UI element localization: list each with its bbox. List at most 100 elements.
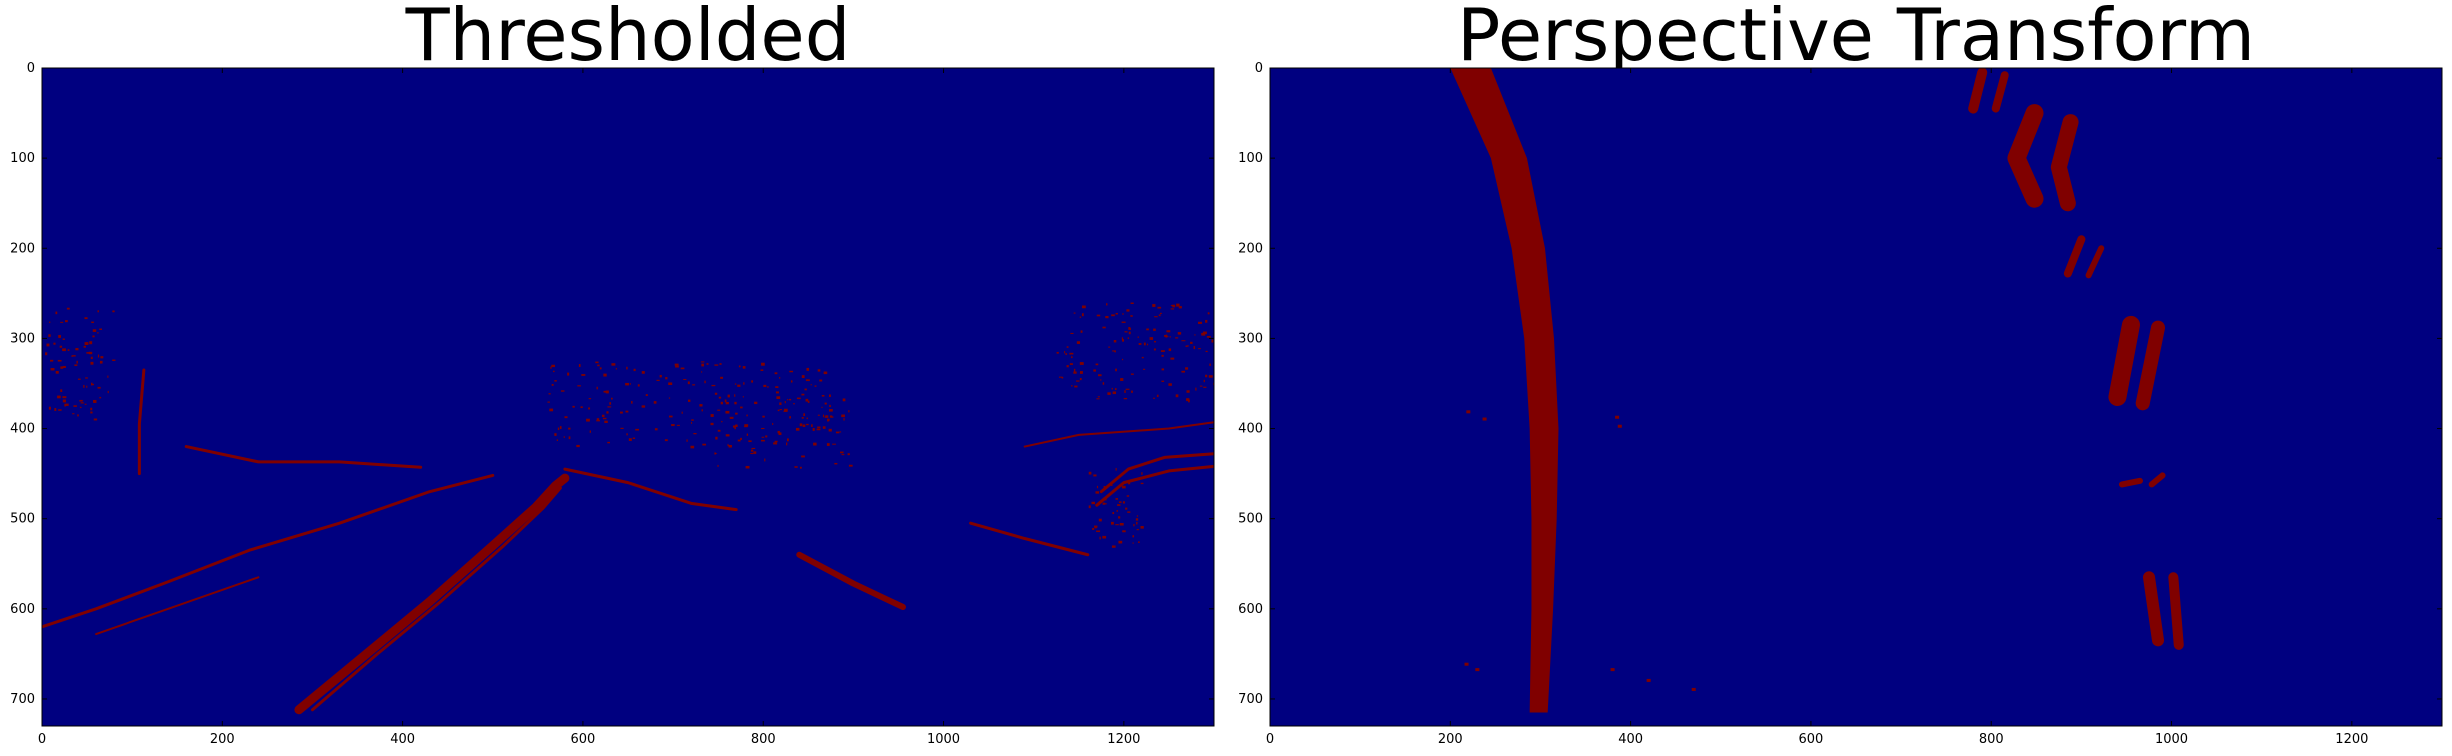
- speck: [1112, 512, 1115, 515]
- speck: [691, 419, 694, 421]
- speck: [72, 355, 76, 357]
- speck: [1159, 312, 1162, 315]
- speck: [60, 366, 64, 369]
- axes-frame: [41, 67, 1215, 727]
- speck: [50, 359, 54, 362]
- speck: [1128, 331, 1131, 335]
- speck: [1104, 503, 1107, 505]
- speck: [1175, 394, 1179, 398]
- speck: [1100, 379, 1102, 381]
- speck: [843, 417, 845, 421]
- x-tick-label: 1000: [2155, 732, 2188, 747]
- speck: [1209, 363, 1211, 366]
- speck: [727, 443, 729, 447]
- speck: [671, 424, 675, 427]
- right-dash-c: [2007, 104, 2044, 208]
- speck: [1112, 391, 1117, 395]
- speck: [848, 464, 853, 467]
- y-tick-label: 200: [10, 241, 35, 256]
- speck: [1102, 497, 1107, 501]
- x-tick-label: 200: [1438, 732, 1463, 747]
- speck: [1111, 387, 1113, 390]
- speck: [1130, 373, 1134, 375]
- speck: [773, 442, 778, 445]
- x-tick-label: 400: [1618, 732, 1643, 747]
- speck: [821, 395, 825, 397]
- speck: [824, 416, 828, 418]
- right-dash-g: [2108, 315, 2140, 406]
- speck: [806, 367, 810, 371]
- speck: [742, 396, 744, 398]
- speck: [1154, 340, 1156, 343]
- speck: [1118, 540, 1123, 544]
- speck: [577, 385, 581, 387]
- speck: [1120, 378, 1124, 381]
- car-arc-2: [1095, 464, 1214, 507]
- speck: [735, 424, 738, 427]
- y-tick-label: 100: [10, 151, 35, 166]
- speck: [92, 335, 95, 338]
- right-dash: [796, 551, 906, 611]
- speck: [714, 392, 718, 395]
- x-tick-label: 600: [1799, 732, 1824, 747]
- speck: [48, 334, 51, 337]
- speck: [783, 410, 788, 412]
- speck: [788, 398, 792, 401]
- speck: [779, 409, 782, 411]
- speck: [1123, 397, 1128, 400]
- speck: [84, 403, 87, 405]
- speck: [1061, 377, 1064, 379]
- speck: [848, 410, 850, 413]
- speck: [1164, 334, 1167, 337]
- speck: [737, 384, 741, 387]
- chart-title: Perspective Transform: [1457, 0, 2255, 77]
- speck: [1161, 380, 1165, 382]
- speck: [549, 408, 554, 412]
- speck: [1066, 346, 1069, 348]
- speck: [1187, 345, 1189, 347]
- speck: [822, 414, 825, 418]
- speck: [822, 426, 826, 429]
- speck: [743, 382, 745, 385]
- speck: [760, 369, 764, 371]
- speck: [1167, 335, 1169, 337]
- speck: [812, 427, 815, 431]
- speck: [1146, 328, 1149, 331]
- speck: [1475, 668, 1480, 672]
- speck: [668, 382, 673, 385]
- speck: [715, 436, 718, 440]
- speck: [690, 445, 695, 449]
- speck: [55, 311, 58, 315]
- speck: [626, 366, 628, 370]
- speck: [59, 345, 63, 348]
- speck: [1149, 337, 1154, 340]
- speck: [1194, 334, 1196, 336]
- speck: [568, 436, 571, 440]
- speck: [711, 384, 716, 387]
- speck: [683, 378, 687, 380]
- speck: [842, 398, 846, 402]
- speck: [1131, 390, 1133, 393]
- speck: [606, 411, 609, 414]
- speck: [796, 397, 801, 400]
- speck: [1181, 370, 1186, 373]
- speck: [586, 418, 590, 422]
- right-dash-k: [2143, 571, 2165, 647]
- right-dash-j: [2148, 472, 2166, 488]
- speck: [720, 401, 723, 405]
- speck: [750, 452, 754, 455]
- speck: [1132, 535, 1135, 538]
- speck: [645, 394, 648, 397]
- speck: [77, 378, 81, 380]
- speck: [1138, 541, 1140, 543]
- speck: [112, 310, 115, 313]
- speck: [92, 329, 97, 332]
- speck: [1121, 485, 1126, 489]
- speck: [1093, 474, 1097, 477]
- speck: [789, 370, 794, 373]
- speck: [1203, 386, 1207, 388]
- speck: [793, 403, 796, 405]
- left-lane-outer: [294, 473, 570, 715]
- speck: [702, 443, 707, 446]
- speck: [1117, 504, 1121, 506]
